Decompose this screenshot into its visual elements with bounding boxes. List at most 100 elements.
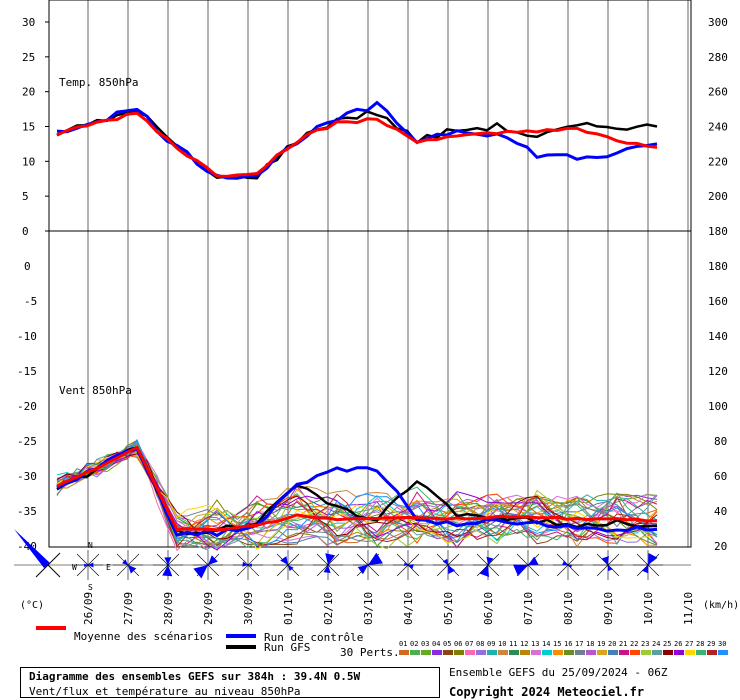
legend-pert-swatch xyxy=(520,650,530,655)
legend-pert-label: 03 xyxy=(421,640,430,648)
legend-pert-swatch xyxy=(630,650,640,655)
legend-pert-swatch xyxy=(465,650,475,655)
legend-pert-item: 13 xyxy=(531,640,541,655)
wind-y-right-tick-label: 140 xyxy=(708,330,728,343)
legend-pert-item: 11 xyxy=(509,640,519,655)
temp-y-right-tick-label: 240 xyxy=(708,121,728,134)
x-date-label: 01/10 xyxy=(282,592,295,625)
legend-pert-item: 19 xyxy=(597,640,607,655)
rose-wedge xyxy=(403,562,408,566)
legend-pert-swatch xyxy=(454,650,464,655)
temp-y-left-tick-label: 20 xyxy=(22,86,35,99)
legend-pert-item: 17 xyxy=(575,640,585,655)
rose-wedge xyxy=(323,565,331,573)
legend-pert-item: 09 xyxy=(487,640,497,655)
legend-pert-item: 16 xyxy=(564,640,574,655)
legend-pert-label: 05 xyxy=(443,640,452,648)
legend-pert-item: 15 xyxy=(553,640,563,655)
legend-pert-swatch xyxy=(641,650,651,655)
compass-wind-wedge xyxy=(14,529,50,568)
x-date-label: 03/10 xyxy=(362,592,375,625)
rose-wedge xyxy=(84,563,88,568)
legend-pert-item: 12 xyxy=(520,640,530,655)
wind-y-left-tick-label: -10 xyxy=(17,330,37,343)
legend-mean-label: Moyenne des scénarios xyxy=(74,630,214,643)
legend-gfs-label: Run GFS xyxy=(264,641,311,654)
legend-pert-label: 18 xyxy=(586,640,595,648)
legend-pert-label: 28 xyxy=(696,640,705,648)
compass-diag xyxy=(35,552,61,578)
legend-pert-label: 29 xyxy=(707,640,716,648)
temp-y-left-tick-label: 25 xyxy=(22,51,35,64)
legend-pert-label: 09 xyxy=(487,640,496,648)
legend-pert-label: 30 xyxy=(718,640,727,648)
legend-pert-swatch xyxy=(531,650,541,655)
legend-pert-label: 08 xyxy=(476,640,485,648)
compass-s-label: S xyxy=(88,583,93,592)
legend-pert-label: 14 xyxy=(542,640,551,648)
rose-wedge xyxy=(242,561,248,567)
legend-pert-item: 28 xyxy=(696,640,706,655)
compass-e-label: E xyxy=(106,563,111,572)
legend-pert-swatch xyxy=(553,650,563,655)
legend-pert-item: 29 xyxy=(707,640,717,655)
legend-pert-item: 02 xyxy=(410,640,420,655)
wind-y-left-tick-label: -15 xyxy=(17,365,37,378)
temp-y-left-tick-label: 0 xyxy=(22,225,29,238)
rose-wedge xyxy=(325,553,336,565)
legend-pert-label: 02 xyxy=(410,640,419,648)
temp-mean-line xyxy=(56,111,658,178)
legend-pert-item: 25 xyxy=(663,640,673,655)
legend-pert-swatch xyxy=(564,650,574,655)
legend-pert-item: 10 xyxy=(498,640,508,655)
legend-mean-swatch xyxy=(36,626,66,630)
temp-y-right-tick-label: 180 xyxy=(708,225,728,238)
rose-wedge xyxy=(248,563,252,567)
legend-pert-item: 08 xyxy=(476,640,486,655)
legend-pert-swatch xyxy=(498,650,508,655)
legend-pert-swatch xyxy=(542,650,552,655)
wind-y-left-tick-label: -35 xyxy=(17,505,37,518)
wind-y-right-tick-label: 40 xyxy=(714,505,727,518)
legend-pert-swatch xyxy=(410,650,420,655)
x-date-label: 05/10 xyxy=(442,592,455,625)
rose-wedge xyxy=(128,565,137,574)
rose-wedge xyxy=(280,556,288,565)
legend-control-label: Run de contrôle xyxy=(264,631,364,644)
temp-y-right-tick-label: 220 xyxy=(708,155,728,168)
wind-y-right-tick-label: 80 xyxy=(714,435,727,448)
rose-wedge xyxy=(607,565,613,572)
legend-pert-label: 10 xyxy=(498,640,507,648)
rose-wedge xyxy=(479,565,489,577)
legend-pert-item: 27 xyxy=(685,640,695,655)
footer-subtitle: Vent/flux et température au niveau 850hP… xyxy=(29,685,301,698)
x-date-label: 29/09 xyxy=(202,592,215,625)
legend-pert-item: 30 xyxy=(718,640,728,655)
legend-pert-item: 23 xyxy=(641,640,651,655)
legend-pert-item: 06 xyxy=(454,640,464,655)
legend-pert-swatch xyxy=(707,650,717,655)
rose-wedge xyxy=(528,556,539,565)
rose-wedge xyxy=(513,564,528,577)
legend-pert-swatch xyxy=(674,650,684,655)
rose-wedge xyxy=(601,556,609,565)
rose-wedge xyxy=(162,565,173,577)
legend-pert-label: 27 xyxy=(685,640,694,648)
legend-pert-swatch xyxy=(586,650,596,655)
legend-pert-label: 21 xyxy=(619,640,628,648)
rose-wedge xyxy=(648,553,658,565)
legend-pert-item: 20 xyxy=(608,640,618,655)
footer-box: Diagramme des ensembles GEFS sur 384h : … xyxy=(20,667,440,698)
legend-pert-label: 20 xyxy=(608,640,617,648)
rose-wedge xyxy=(442,558,448,565)
legend-pert-swatch xyxy=(421,650,431,655)
temp-y-left-tick-label: 5 xyxy=(22,190,29,203)
rose-wedge xyxy=(357,565,368,575)
legend-pert-swatch xyxy=(432,650,442,655)
legend-pert-label: 19 xyxy=(597,640,606,648)
legend-pert-swatch xyxy=(487,650,497,655)
right-unit-label: (km/h) xyxy=(703,600,740,611)
rose-wedge xyxy=(288,565,294,572)
legend-pert-item: 24 xyxy=(652,640,662,655)
